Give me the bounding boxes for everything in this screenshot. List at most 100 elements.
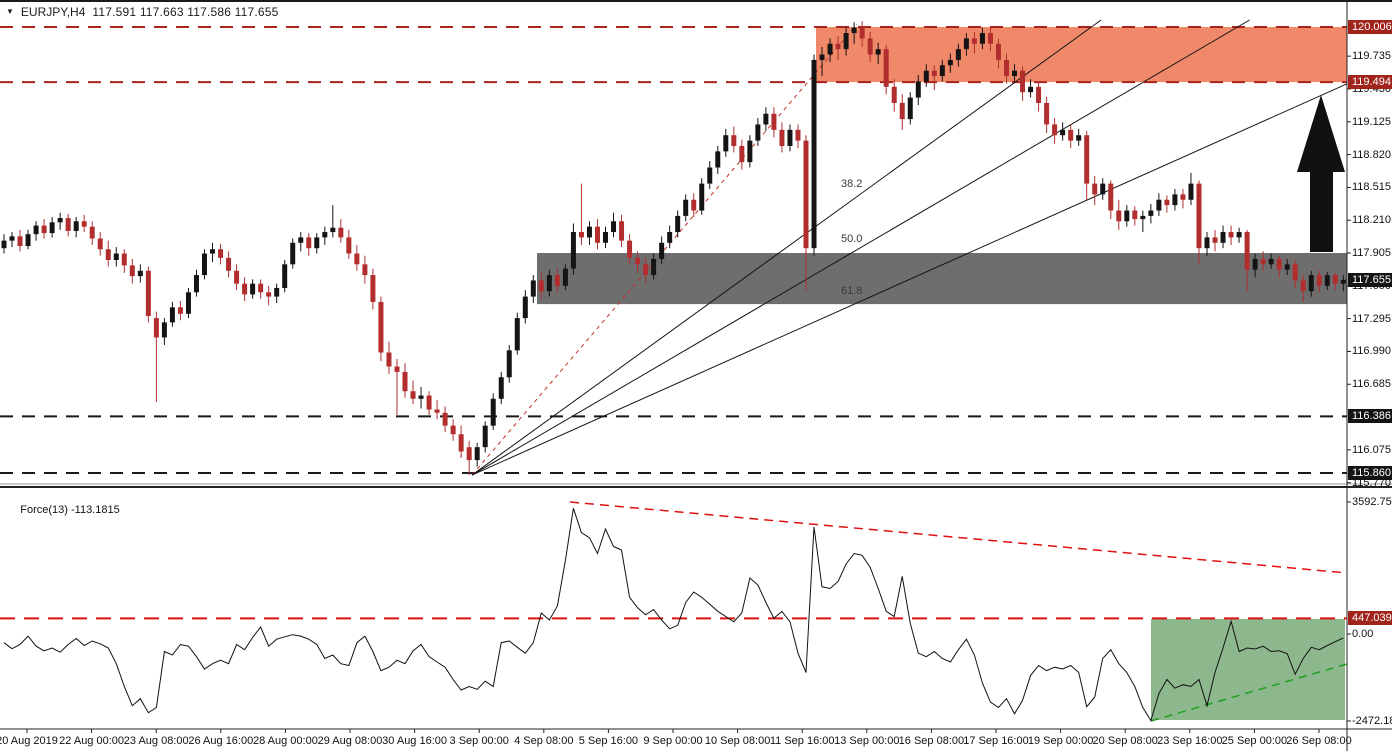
candle-body[interactable] [1228, 232, 1234, 238]
candle-body[interactable] [1100, 183, 1106, 195]
candle-body[interactable] [1220, 232, 1226, 243]
candle-body[interactable] [161, 322, 167, 338]
candle-body[interactable] [1116, 210, 1122, 222]
candle-body[interactable] [1196, 183, 1202, 249]
candle-body[interactable] [466, 447, 472, 461]
candle-body[interactable] [73, 221, 79, 231]
candle-body[interactable] [218, 249, 224, 258]
candle-body[interactable] [1156, 199, 1162, 211]
candle-body[interactable] [907, 97, 913, 120]
candle-body[interactable] [250, 283, 256, 295]
candle-body[interactable] [611, 221, 617, 233]
fib-fan-baseline[interactable] [471, 24, 858, 476]
candle-body[interactable] [185, 292, 191, 314]
candle-body[interactable] [386, 352, 392, 367]
candle-body[interactable] [594, 226, 600, 243]
candle-body[interactable] [891, 86, 897, 103]
candle-body[interactable] [1236, 232, 1242, 238]
candle-body[interactable] [875, 49, 881, 55]
candle-body[interactable] [1036, 86, 1042, 103]
candle-body[interactable] [530, 280, 536, 297]
candle-body[interactable] [266, 292, 272, 297]
candle-body[interactable] [619, 221, 625, 241]
candle-body[interactable] [707, 167, 713, 184]
candle-body[interactable] [1148, 210, 1154, 216]
candle-body[interactable] [947, 59, 953, 66]
candle-body[interactable] [643, 264, 649, 276]
candle-body[interactable] [755, 124, 761, 141]
candle-body[interactable] [1252, 258, 1258, 270]
fib-fan-line-61.8[interactable] [471, 83, 1348, 476]
candle-body[interactable] [803, 140, 809, 249]
candle-body[interactable] [1308, 275, 1314, 292]
candle-body[interactable] [121, 253, 127, 266]
candle-body[interactable] [338, 227, 344, 238]
candle-body[interactable] [1076, 135, 1082, 141]
candle-body[interactable] [731, 135, 737, 146]
candle-body[interactable] [362, 264, 368, 276]
candle-body[interactable] [1316, 275, 1322, 286]
candle-body[interactable] [49, 222, 55, 234]
candle-body[interactable] [683, 199, 689, 216]
candle-body[interactable] [667, 232, 673, 243]
candle-body[interactable] [538, 280, 544, 292]
candle-body[interactable] [1332, 275, 1338, 284]
candle-body[interactable] [290, 242, 296, 265]
candle-body[interactable] [81, 221, 87, 227]
candle-body[interactable] [153, 318, 159, 338]
candle-body[interactable] [979, 33, 985, 44]
candle-body[interactable] [113, 253, 119, 261]
candle-body[interactable] [1140, 215, 1146, 220]
candle-body[interactable] [434, 409, 440, 413]
candle-body[interactable] [1260, 258, 1266, 265]
candle-body[interactable] [1244, 232, 1250, 270]
candle-body[interactable] [137, 270, 143, 277]
candle-body[interactable] [306, 237, 312, 249]
candle-body[interactable] [1028, 86, 1034, 93]
candle-body[interactable] [498, 377, 504, 399]
up-arrow-annotation[interactable] [1297, 95, 1345, 252]
candle-body[interactable] [322, 232, 328, 238]
candle-body[interactable] [627, 240, 633, 258]
candle-body[interactable] [827, 43, 833, 55]
candle-body[interactable] [418, 395, 424, 399]
candle-body[interactable] [819, 54, 825, 60]
candle-body[interactable] [330, 227, 336, 233]
candle-body[interactable] [234, 270, 240, 284]
candle-body[interactable] [1188, 183, 1194, 200]
candle-body[interactable] [394, 366, 400, 372]
candle-body[interactable] [242, 283, 248, 295]
force-index-line[interactable] [3, 508, 1344, 722]
candle-body[interactable] [1012, 70, 1018, 77]
candle-body[interactable] [210, 249, 216, 254]
candle-body[interactable] [169, 307, 175, 323]
candle-body[interactable] [723, 135, 729, 152]
candle-body[interactable] [1052, 124, 1058, 136]
candle-body[interactable] [17, 236, 23, 247]
candle-body[interactable] [282, 264, 288, 288]
candle-body[interactable] [1108, 183, 1114, 211]
candle-body[interactable] [987, 33, 993, 44]
candle-body[interactable] [939, 65, 945, 77]
candle-body[interactable] [258, 283, 264, 293]
candle-body[interactable] [931, 70, 937, 77]
candle-body[interactable] [835, 43, 841, 50]
force-bearish-trendline[interactable] [569, 501, 1348, 574]
candle-body[interactable] [1276, 258, 1282, 270]
candle-body[interactable] [378, 301, 384, 353]
candle-body[interactable] [1044, 102, 1050, 125]
candle-body[interactable] [651, 258, 657, 276]
candle-body[interactable] [482, 425, 488, 448]
candle-body[interactable] [474, 447, 480, 461]
candle-body[interactable] [177, 307, 183, 314]
candle-body[interactable] [771, 113, 777, 130]
candle-body[interactable] [1172, 194, 1178, 206]
candle-body[interactable] [779, 129, 785, 146]
candle-body[interactable] [1268, 258, 1274, 265]
candle-body[interactable] [506, 350, 512, 378]
candle-body[interactable] [923, 70, 929, 82]
resistance-zone[interactable] [816, 27, 1347, 83]
candle-body[interactable] [89, 226, 95, 239]
candle-body[interactable] [578, 232, 584, 238]
